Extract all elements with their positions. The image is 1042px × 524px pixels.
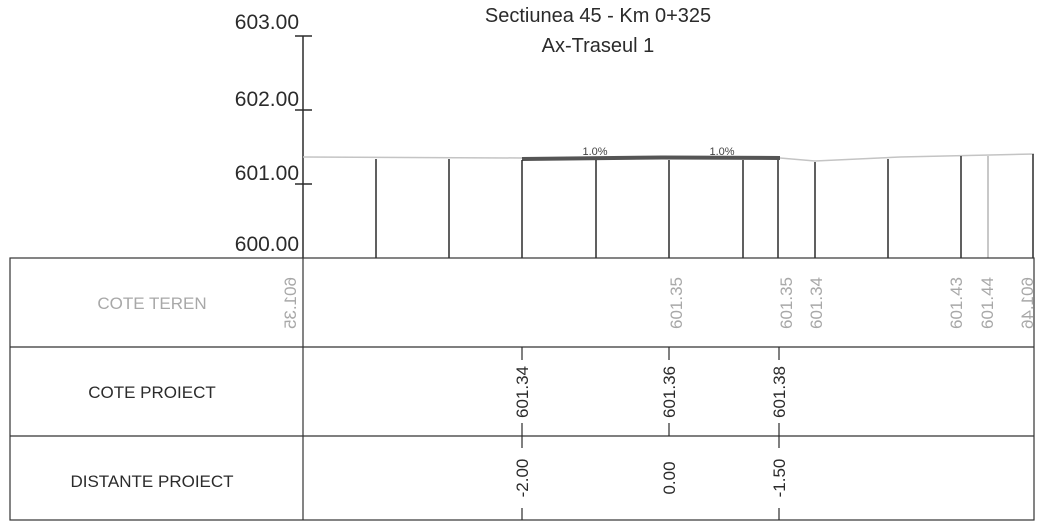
design-line xyxy=(521,155,781,161)
section-title: Sectiunea 45 - Km 0+325 xyxy=(485,5,711,27)
cote-teren-value: 601.46 xyxy=(1018,277,1037,329)
cote-proiect-value: 601.38 xyxy=(770,366,789,418)
axis-label-600: 600.00 xyxy=(235,233,299,256)
cote-proiect-values: 601.34 601.36 601.38 xyxy=(513,366,789,418)
distante-proiect-values: -2.00 0.00 -1.50 xyxy=(513,459,789,498)
cote-teren-values: 601.35 601.35 601.35 601.34 601.43 601.4… xyxy=(281,277,1037,329)
distante-proiect-value: -2.00 xyxy=(513,459,532,498)
cote-teren-value: 601.43 xyxy=(947,277,966,329)
station-verticals xyxy=(375,154,1034,258)
distante-proiect-value: -1.50 xyxy=(770,459,789,498)
elevation-axis xyxy=(295,35,312,258)
row-label-cote-teren: COTE TEREN xyxy=(97,294,206,313)
cote-teren-value: 601.34 xyxy=(807,277,826,329)
row-label-cote-proiect: COTE PROIECT xyxy=(88,383,216,402)
axis-label-603: 603.00 xyxy=(235,11,299,34)
cote-proiect-value: 601.34 xyxy=(513,366,532,418)
axis-label-601: 601.00 xyxy=(235,162,299,185)
cote-proiect-ticks xyxy=(521,347,780,436)
cote-teren-value: 601.35 xyxy=(667,277,686,329)
slope-label-right: 1.0% xyxy=(709,146,734,158)
elevation-labels: 603.00 602.00 601.00 600.00 xyxy=(235,11,299,256)
distante-proiect-value: 0.00 xyxy=(660,461,679,494)
distante-proiect-ticks xyxy=(521,436,780,520)
cote-proiect-value: 601.36 xyxy=(660,366,679,418)
section-subtitle: Ax-Traseul 1 xyxy=(542,35,655,57)
cote-teren-value: 601.44 xyxy=(978,277,997,329)
axis-label-602: 602.00 xyxy=(235,88,299,111)
slope-label-left: 1.0% xyxy=(582,146,607,158)
cote-teren-value: 601.35 xyxy=(777,277,796,329)
row-label-distante-proiect: DISTANTE PROIECT xyxy=(70,472,233,491)
cote-teren-value: 601.35 xyxy=(281,277,300,329)
row-labels: COTE TEREN COTE PROIECT DISTANTE PROIECT xyxy=(70,294,233,491)
